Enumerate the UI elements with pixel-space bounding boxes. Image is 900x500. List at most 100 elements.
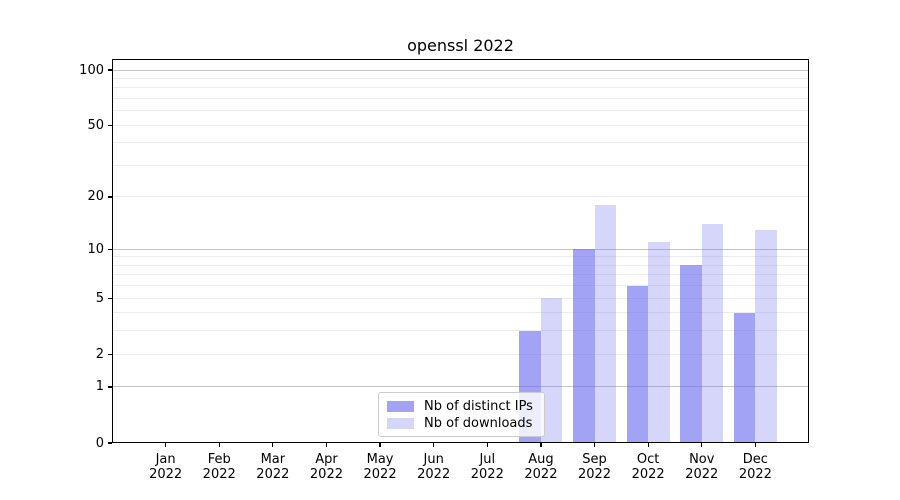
minor-gridline: [113, 264, 808, 266]
x-axis-tick: [379, 443, 381, 447]
bar-downloads-nov: [701, 224, 724, 443]
x-axis-tick-label: May 2022: [350, 452, 410, 482]
x-axis-tick: [754, 443, 756, 447]
bar-downloads-aug: [540, 298, 563, 443]
legend-label-downloads: Nb of downloads: [424, 416, 533, 431]
y-axis-tick-label: 20: [87, 189, 104, 205]
x-tick-month: May: [366, 452, 394, 467]
x-tick-month: Jul: [479, 452, 496, 467]
minor-gridline: [113, 142, 808, 144]
x-axis-tick: [486, 443, 488, 447]
plot-frame: [112, 59, 809, 443]
y-axis-tick-label: 2: [95, 346, 104, 362]
y-axis-tick: [108, 69, 112, 71]
x-axis-tick: [433, 443, 435, 447]
x-tick-month: Nov: [689, 452, 715, 467]
x-axis-tick: [325, 443, 328, 447]
y-axis-tick-label: 50: [87, 117, 104, 133]
minor-gridline: [113, 110, 808, 112]
major-gridline: [113, 69, 808, 71]
y-axis-tick: [108, 124, 112, 126]
y-axis-tick-label: 0: [95, 435, 104, 451]
bar-distinct-ips-sep: [573, 249, 595, 443]
x-tick-year: 2022: [685, 467, 719, 482]
legend-item-downloads: Nb of downloads: [387, 415, 536, 432]
y-axis-tick: [108, 386, 112, 388]
minor-gridline: [113, 77, 808, 79]
x-tick-month: Jan: [155, 452, 176, 467]
x-axis-tick: [218, 443, 220, 447]
x-tick-year: 2022: [738, 467, 772, 482]
major-gridline: [113, 386, 808, 388]
y-axis-tick: [108, 353, 112, 355]
x-tick-month: Oct: [636, 452, 660, 467]
x-axis-tick: [165, 443, 167, 447]
bar-downloads-dec: [755, 229, 777, 443]
legend-label-distinct-ips: Nb of distinct IPs: [424, 399, 533, 414]
y-axis-tick: [108, 442, 112, 444]
legend-swatch-distinct-ips: [387, 401, 414, 412]
x-tick-year: 2022: [417, 467, 451, 482]
minor-gridline: [113, 196, 808, 198]
legend: Nb of distinct IPs Nb of downloads: [378, 392, 545, 437]
x-axis-tick: [540, 443, 542, 447]
x-axis-tick-label: Sep 2022: [565, 452, 625, 482]
legend-swatch-downloads: [387, 418, 414, 429]
x-axis-tick-label: Aug 2022: [511, 452, 571, 482]
x-axis-tick: [593, 443, 596, 447]
x-axis-tick-label: Feb 2022: [189, 452, 249, 482]
x-tick-year: 2022: [149, 467, 183, 482]
x-tick-month: Mar: [260, 452, 286, 467]
x-tick-month: Dec: [742, 452, 768, 467]
bar-downloads-sep: [594, 205, 617, 443]
x-tick-month: Jun: [423, 452, 444, 467]
y-axis-tick-label: 100: [79, 62, 104, 78]
x-tick-year: 2022: [524, 467, 558, 482]
bar-distinct-ips-dec: [733, 312, 756, 443]
major-gridline: [113, 248, 808, 250]
x-axis-tick-label: Jun 2022: [404, 452, 464, 482]
x-axis-tick-label: Dec 2022: [725, 452, 785, 482]
y-axis-tick: [108, 196, 112, 198]
x-tick-year: 2022: [470, 467, 504, 482]
x-tick-month: Feb: [207, 452, 231, 467]
x-tick-month: Aug: [528, 452, 554, 467]
x-tick-year: 2022: [202, 467, 236, 482]
minor-gridline: [113, 274, 808, 276]
x-axis-tick-label: Nov 2022: [672, 452, 732, 482]
minor-gridline: [113, 87, 808, 89]
minor-gridline: [113, 330, 808, 332]
legend-item-distinct-ips: Nb of distinct IPs: [387, 398, 536, 415]
minor-gridline: [113, 256, 808, 258]
x-axis-tick-label: Mar 2022: [243, 452, 303, 482]
bar-distinct-ips-nov: [680, 265, 702, 443]
x-tick-year: 2022: [577, 467, 612, 482]
minor-gridline: [113, 353, 808, 355]
y-axis-tick-label: 5: [95, 290, 104, 306]
minor-gridline: [113, 285, 808, 287]
x-tick-year: 2022: [363, 467, 397, 482]
x-axis-tick: [701, 443, 703, 447]
x-axis-tick: [272, 443, 274, 447]
x-tick-month: Apr: [315, 452, 338, 467]
chart-title: openssl 2022: [407, 36, 514, 55]
x-axis-tick-label: Jan 2022: [136, 452, 196, 482]
minor-gridline: [113, 124, 808, 126]
y-axis-tick: [108, 248, 112, 250]
x-axis-tick: [647, 443, 649, 447]
x-axis-tick-label: Oct 2022: [618, 452, 678, 482]
y-axis-tick: [108, 297, 112, 299]
x-tick-year: 2022: [309, 467, 343, 482]
x-tick-month: Sep: [582, 452, 607, 467]
x-axis-tick-label: Jul 2022: [457, 452, 517, 482]
y-axis-tick-label: 1: [95, 379, 104, 395]
minor-gridline: [113, 312, 808, 314]
x-axis-tick-label: Apr 2022: [296, 452, 356, 482]
x-tick-year: 2022: [256, 467, 290, 482]
minor-gridline: [113, 164, 808, 166]
bar-downloads-oct: [648, 242, 670, 443]
y-axis-tick-label: 10: [87, 241, 104, 257]
minor-gridline: [113, 297, 808, 299]
minor-gridline: [113, 97, 808, 99]
